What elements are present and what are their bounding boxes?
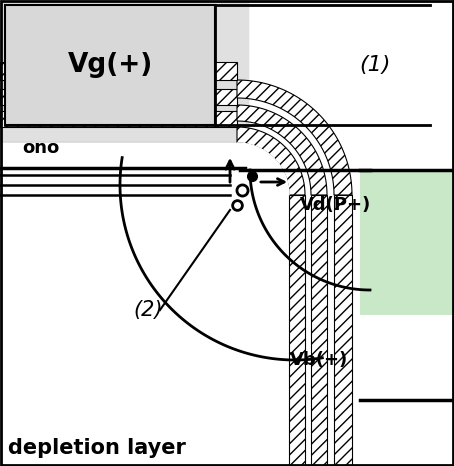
Text: Vg(+): Vg(+) [67,52,153,78]
Polygon shape [0,143,237,195]
Bar [0,111,237,127]
FancyBboxPatch shape [5,5,215,125]
Polygon shape [250,0,454,290]
Polygon shape [237,143,289,195]
Bar [0,141,237,164]
Text: Vd(P+): Vd(P+) [300,196,371,214]
Text: (1): (1) [359,55,391,75]
Text: depletion layer: depletion layer [8,438,186,458]
Bar [289,195,305,466]
Bar [334,195,352,466]
Bar [0,62,237,80]
Bar [0,190,454,380]
Polygon shape [237,105,327,195]
Bar [0,0,240,190]
Text: Vb(+): Vb(+) [290,351,348,369]
Text: (2): (2) [133,300,163,320]
Text: ono: ono [22,139,59,157]
Bar [240,0,454,170]
Bar [311,195,327,466]
Bar [0,89,237,105]
Polygon shape [237,127,305,195]
Bar [0,315,454,466]
Bar [360,170,454,400]
Polygon shape [237,80,352,195]
